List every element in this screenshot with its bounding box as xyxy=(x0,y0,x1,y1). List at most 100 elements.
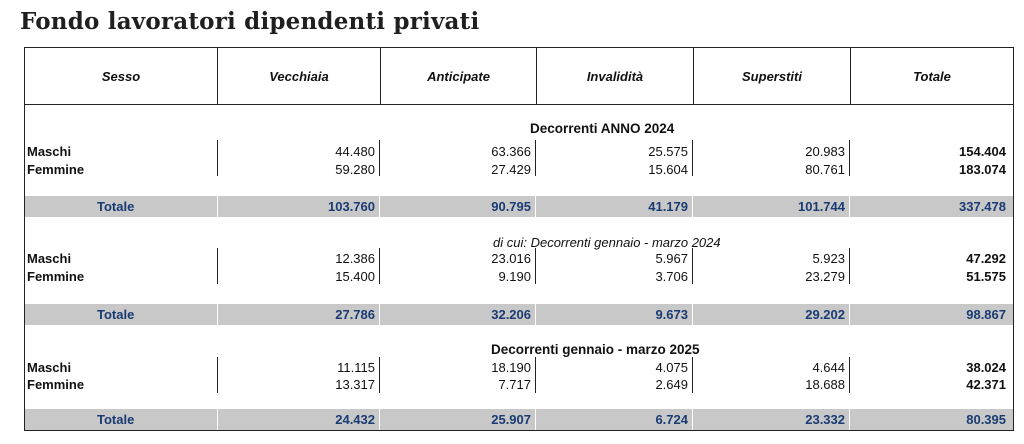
header-invalidita: Invalidità xyxy=(536,48,693,104)
total-value: 24.432 xyxy=(335,412,375,427)
cell-value: 15.400 xyxy=(335,269,375,284)
cell-value: 5.923 xyxy=(812,251,845,266)
cell-value: 27.429 xyxy=(491,162,531,177)
cell-value: 4.075 xyxy=(655,360,688,375)
cell-value: 18.688 xyxy=(805,377,845,392)
total-value: 41.179 xyxy=(648,199,688,214)
header-vecchiaia: Vecchiaia xyxy=(217,48,380,104)
total-value: 23.332 xyxy=(805,412,845,427)
row-label: Femmine xyxy=(27,269,85,284)
total-value: 9.673 xyxy=(655,307,688,322)
column-divider xyxy=(379,409,380,430)
cell-value: 5.967 xyxy=(655,251,688,266)
column-divider xyxy=(849,357,850,393)
row-label: Maschi xyxy=(27,251,72,266)
column-divider xyxy=(692,409,693,430)
row-label: Maschi xyxy=(27,360,72,375)
cell-value: 59.280 xyxy=(335,162,375,177)
column-divider xyxy=(535,196,536,217)
total-value: 90.795 xyxy=(491,199,531,214)
table-row: Maschi 11.115 18.190 4.075 4.644 38.024 xyxy=(25,359,1013,377)
cell-value: 25.575 xyxy=(648,144,688,159)
total-value: 101.744 xyxy=(798,199,845,214)
column-divider xyxy=(692,140,693,176)
cell-value: 7.717 xyxy=(498,377,531,392)
cell-value: 11.115 xyxy=(337,360,375,375)
cell-value: 4.644 xyxy=(812,360,845,375)
pension-table: Sesso Vecchiaia Anticipate Invalidità Su… xyxy=(24,47,1014,431)
column-divider xyxy=(217,196,218,217)
column-divider xyxy=(217,357,218,393)
total-label: Totale xyxy=(97,412,135,427)
cell-value: 3.706 xyxy=(655,269,688,284)
total-value: 80.395 xyxy=(966,412,1006,427)
cell-value: 63.366 xyxy=(491,144,531,159)
page-title: Fondo lavoratori dipendenti privati xyxy=(20,8,480,35)
cell-value: 12.386 xyxy=(335,251,375,266)
column-divider xyxy=(849,248,850,284)
cell-value: 9.190 xyxy=(498,269,531,284)
column-divider xyxy=(692,196,693,217)
total-value: 32.206 xyxy=(491,307,531,322)
column-divider xyxy=(379,248,380,284)
column-divider xyxy=(379,304,380,325)
row-label: Femmine xyxy=(27,377,85,392)
column-divider xyxy=(379,140,380,176)
cell-total: 183.074 xyxy=(959,162,1006,177)
cell-value: 23.279 xyxy=(805,269,845,284)
table-row: Femmine 13.317 7.717 2.649 18.688 42.371 xyxy=(25,376,1013,394)
cell-value: 2.649 xyxy=(655,377,688,392)
header-sesso: Sesso xyxy=(101,68,141,84)
column-divider xyxy=(217,304,218,325)
column-divider xyxy=(535,409,536,430)
total-value: 103.760 xyxy=(328,199,375,214)
column-divider xyxy=(849,196,850,217)
total-value: 337.478 xyxy=(959,199,1006,214)
column-divider xyxy=(217,140,218,176)
table-header: Sesso Vecchiaia Anticipate Invalidità Su… xyxy=(25,48,1013,105)
column-divider xyxy=(535,140,536,176)
total-row: Totale 103.760 90.795 41.179 101.744 337… xyxy=(25,196,1013,217)
table-row: Femmine 59.280 27.429 15.604 80.761 183.… xyxy=(25,161,1013,179)
cell-value: 44.480 xyxy=(335,144,375,159)
cell-value: 80.761 xyxy=(805,162,845,177)
cell-value: 20.983 xyxy=(805,144,845,159)
column-divider xyxy=(535,248,536,284)
cell-total: 47.292 xyxy=(966,251,1006,266)
column-divider xyxy=(379,357,380,393)
column-divider xyxy=(217,248,218,284)
total-value: 6.724 xyxy=(655,412,688,427)
header-totale: Totale xyxy=(850,48,1013,104)
cell-total: 38.024 xyxy=(966,360,1006,375)
column-divider xyxy=(849,140,850,176)
row-label: Maschi xyxy=(27,144,72,159)
cell-value: 18.190 xyxy=(491,360,531,375)
total-value: 27.786 xyxy=(335,307,375,322)
total-row: Totale 24.432 25.907 6.724 23.332 80.395 xyxy=(25,409,1013,430)
cell-value: 13.317 xyxy=(335,377,375,392)
cell-value: 23.016 xyxy=(491,251,531,266)
table-row: Maschi 12.386 23.016 5.967 5.923 47.292 xyxy=(25,250,1013,268)
total-row: Totale 27.786 32.206 9.673 29.202 98.867 xyxy=(25,304,1013,325)
cell-value: 15.604 xyxy=(648,162,688,177)
column-divider xyxy=(217,409,218,430)
column-divider xyxy=(379,196,380,217)
table-row: Maschi 44.480 63.366 25.575 20.983 154.4… xyxy=(25,143,1013,161)
column-divider xyxy=(692,304,693,325)
section-title: Decorrenti ANNO 2024 xyxy=(530,121,675,136)
column-divider xyxy=(535,357,536,393)
section-title: Decorrenti gennaio - marzo 2025 xyxy=(491,342,700,357)
column-divider xyxy=(692,357,693,393)
column-divider xyxy=(692,248,693,284)
total-value: 98.867 xyxy=(966,307,1006,322)
column-divider xyxy=(535,304,536,325)
total-label: Totale xyxy=(97,199,135,214)
table-row: Femmine 15.400 9.190 3.706 23.279 51.575 xyxy=(25,268,1013,286)
header-anticipate: Anticipate xyxy=(380,48,536,104)
cell-total: 42.371 xyxy=(966,377,1006,392)
total-value: 29.202 xyxy=(805,307,845,322)
row-label: Femmine xyxy=(27,162,85,177)
column-divider xyxy=(849,409,850,430)
cell-total: 51.575 xyxy=(966,269,1006,284)
total-value: 25.907 xyxy=(491,412,531,427)
